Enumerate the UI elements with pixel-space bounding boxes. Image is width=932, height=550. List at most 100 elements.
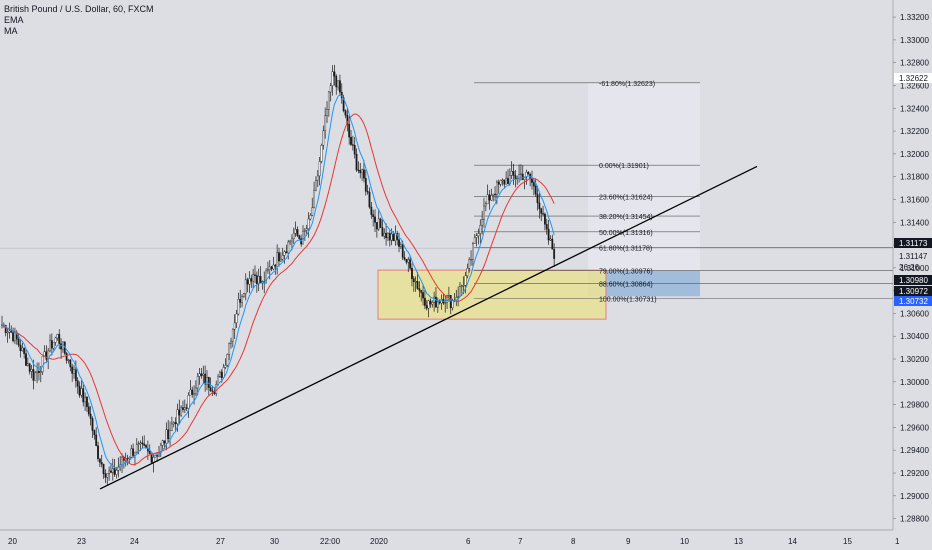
candle-body	[14, 332, 16, 342]
candle-body	[165, 429, 168, 444]
candle-body	[97, 445, 99, 459]
candle-body	[348, 123, 351, 138]
candle-body	[174, 422, 177, 425]
candle-body	[39, 371, 42, 373]
candle-body	[318, 161, 321, 177]
candle-body	[172, 422, 175, 425]
candle-body	[38, 370, 40, 373]
y-tick-label: 1.31400	[900, 218, 929, 227]
candle-body	[379, 218, 382, 228]
candle-body	[4, 325, 7, 333]
candle-body	[28, 363, 31, 372]
candle-body	[542, 213, 544, 215]
candle-body	[137, 443, 140, 445]
candle-body	[446, 295, 448, 303]
candle-body	[544, 213, 546, 225]
candle-body	[279, 258, 282, 262]
candle-body	[241, 296, 243, 303]
candle-body	[121, 457, 123, 466]
candle-body	[246, 279, 249, 285]
candle-body	[89, 413, 92, 419]
candle-body	[311, 207, 314, 216]
candle-body	[93, 430, 96, 436]
candle-body	[8, 330, 11, 333]
candle-body	[265, 270, 267, 284]
candle-body	[259, 276, 262, 284]
candle-body	[21, 347, 24, 351]
candle-body	[492, 193, 495, 196]
candle-body	[69, 359, 72, 368]
price-badge-label: 1.31147	[899, 252, 928, 261]
x-tick-label: 1	[895, 537, 900, 546]
candle-body	[483, 205, 485, 220]
candle-body	[113, 468, 116, 475]
candle-body	[503, 179, 506, 185]
candle-body	[250, 278, 253, 282]
candle-body	[405, 259, 408, 263]
candle-body	[462, 285, 465, 287]
candle-body	[110, 470, 112, 473]
candle-body	[281, 255, 284, 260]
candle-body	[25, 353, 27, 366]
indicator-ema-label: EMA	[4, 15, 24, 25]
fib-level-label: 50.00%(1.31316)	[599, 230, 653, 237]
x-tick-label: 14	[788, 537, 797, 546]
candle-body	[436, 301, 439, 308]
candle-body	[102, 463, 105, 474]
candle-body	[377, 218, 380, 230]
candle-body	[32, 369, 35, 381]
candle-body	[342, 97, 345, 111]
candle-body	[80, 388, 83, 396]
candle-body	[350, 136, 352, 145]
x-tick-label: 30	[270, 537, 279, 546]
y-tick-label: 1.29800	[900, 401, 929, 410]
trendline[interactable]	[99, 165, 758, 490]
candle-body	[220, 371, 223, 378]
fib-level-label: 0.00%(1.31901)	[599, 163, 649, 170]
candle-body	[294, 229, 297, 234]
candle-body	[392, 233, 395, 241]
candle-body	[361, 169, 363, 174]
candle-body	[438, 301, 441, 304]
y-tick-label: 1.32600	[900, 81, 929, 90]
candle-body	[178, 409, 181, 416]
candle-body	[17, 339, 20, 346]
y-tick-label: 1.32400	[900, 104, 929, 113]
candle-body	[257, 276, 260, 284]
candle-body	[303, 230, 306, 232]
candle-body	[291, 238, 293, 242]
candle-body	[536, 193, 539, 204]
x-tick-label: 9	[626, 537, 631, 546]
y-tick-label: 1.32200	[900, 127, 929, 136]
candle-body	[76, 380, 79, 387]
candle-body	[473, 237, 476, 244]
y-tick-label: 1.30400	[900, 332, 929, 341]
candle-body	[510, 171, 513, 176]
x-tick-label: 8	[571, 537, 576, 546]
candle-body	[91, 418, 94, 431]
candle-body	[49, 340, 51, 352]
candle-body	[313, 189, 315, 208]
candle-body	[54, 337, 57, 343]
candle-body	[211, 390, 214, 392]
candle-body	[497, 181, 500, 185]
candle-body	[84, 396, 87, 403]
candle-body	[357, 169, 360, 171]
candle-body	[126, 458, 129, 460]
candle-body	[135, 444, 138, 453]
candle-body	[231, 328, 234, 342]
candle-body	[215, 384, 218, 394]
y-tick-label: 1.29600	[900, 423, 929, 432]
y-tick-label: 1.30000	[900, 378, 929, 387]
x-tick-label: 23	[77, 537, 86, 546]
candle-body	[239, 299, 242, 303]
x-tick-label: 15	[843, 537, 852, 546]
candle-body	[366, 191, 369, 193]
candle-body	[372, 214, 375, 218]
candle-body	[423, 297, 426, 306]
candle-body	[339, 80, 341, 93]
y-tick-label: 1.28800	[900, 515, 929, 524]
candle-body	[499, 180, 502, 185]
candle-body	[409, 259, 412, 269]
